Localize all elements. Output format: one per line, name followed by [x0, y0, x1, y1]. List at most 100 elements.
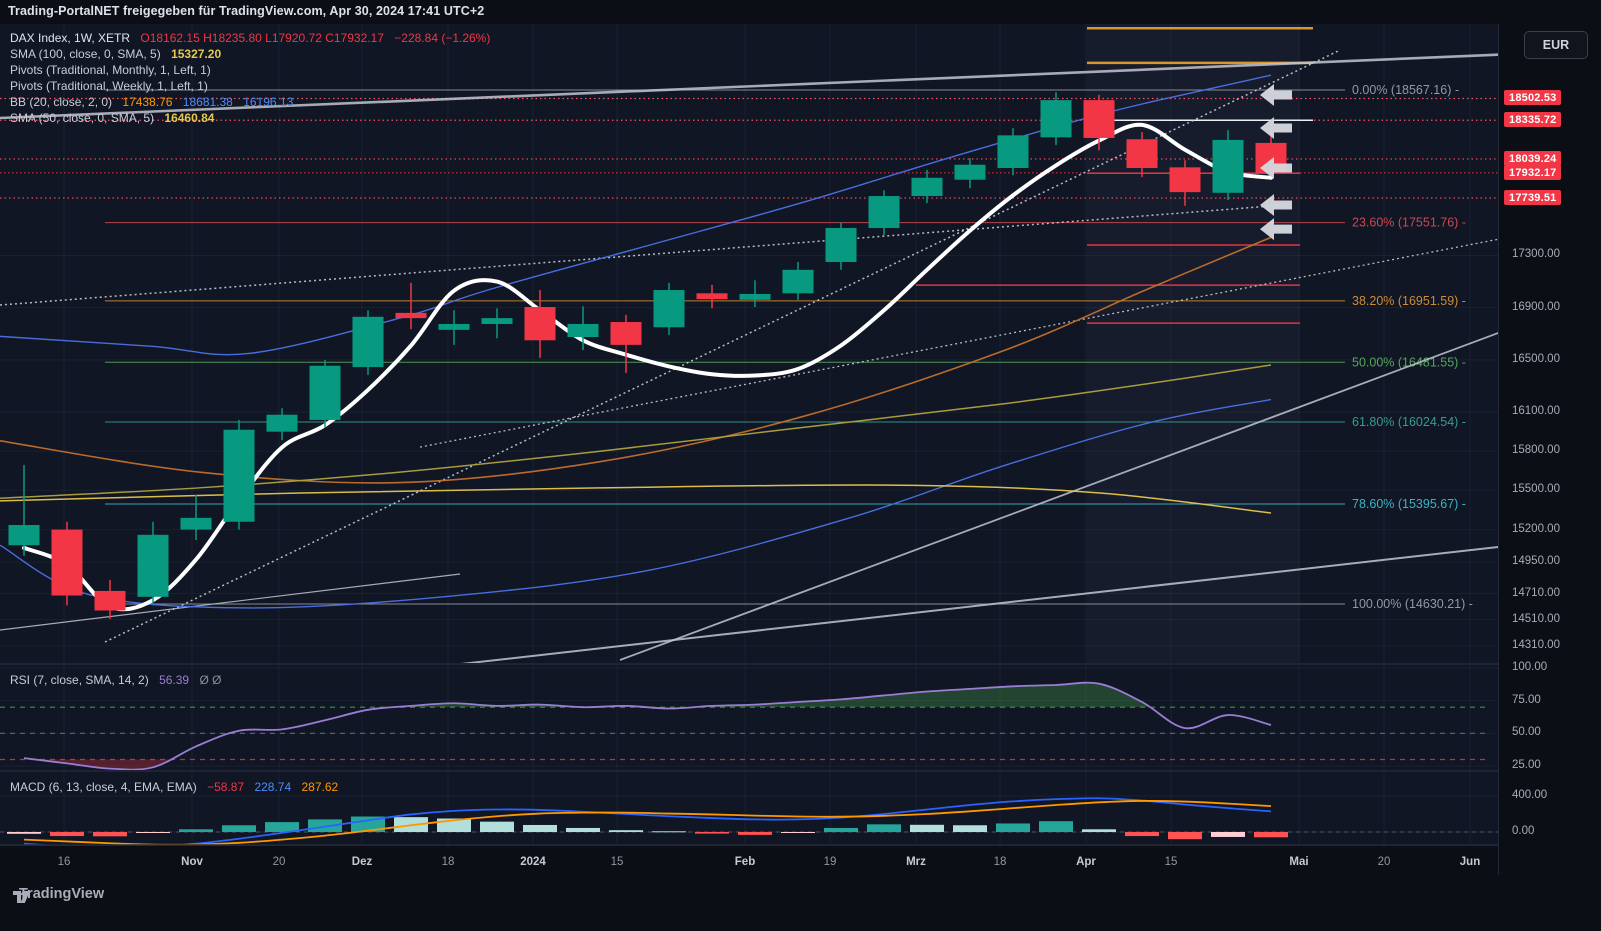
pivots-weekly-label: Pivots (Traditional, Weekly, 1, Left, 1) — [10, 79, 208, 93]
time-tick: Jun — [1459, 856, 1481, 868]
macd-hist-value: −58.87 — [207, 780, 245, 794]
legend-pivots-monthly-row[interactable]: Pivots (Traditional, Monthly, 1, Left, 1… — [10, 62, 490, 78]
candles — [8, 92, 1287, 620]
candle-24 — [1040, 100, 1072, 138]
chart-canvas[interactable]: 0.00% (18567.16) - 23.60% (17551.76) - 38.… — [0, 24, 1498, 875]
left-arrow-icon — [1260, 117, 1292, 140]
time-tick: Feb — [734, 856, 756, 868]
time-tick: 15 — [1164, 856, 1178, 868]
time-axis[interactable] — [0, 845, 1498, 876]
candle-19 — [825, 228, 857, 262]
price-tick: 15200.00 — [1512, 522, 1560, 535]
candle-27 — [1169, 167, 1201, 193]
candle-11 — [481, 318, 513, 324]
candle-2 — [94, 590, 126, 611]
rsi-legend[interactable]: RSI (7, close, SMA, 14, 2) 56.39 Ø Ø — [10, 672, 221, 688]
time-tick: 18 — [441, 856, 455, 868]
page-title: Trading-PortalNET freigegeben für Tradin… — [8, 4, 485, 18]
rsi-pane — [0, 681, 1490, 770]
bb-lower-value: 16196.13 — [243, 95, 294, 109]
macd-line-value: 228.74 — [254, 780, 292, 794]
bb-label: BB (20, close, 2, 0) — [10, 95, 113, 109]
time-tick: 18 — [993, 856, 1007, 868]
currency-button[interactable]: EUR — [1524, 31, 1588, 59]
rsi-oversold-fill — [24, 759, 1271, 770]
candle-22 — [954, 164, 986, 180]
time-tick: Mai — [1289, 856, 1309, 868]
symbol-title: DAX Index, 1W, XETR — [10, 31, 131, 45]
rsi-line — [23, 681, 1272, 770]
rsi-tick: 75.00 — [1512, 693, 1541, 706]
arrow-markers — [1260, 84, 1292, 241]
svg-text:100.00% (14630.21) -: 100.00% (14630.21) - — [1352, 597, 1473, 611]
price-tick: 14710.00 — [1512, 586, 1560, 599]
sma50-value: 16460.84 — [164, 111, 215, 125]
time-tick: 19 — [823, 856, 837, 868]
rsi-extra-icons: Ø Ø — [199, 673, 222, 687]
price-axis-label: 17739.51 — [1504, 190, 1562, 206]
price-axis-label: 18502.53 — [1504, 90, 1562, 106]
candle-20 — [868, 196, 900, 229]
sma50-label: SMA (50, close, 0, SMA, 5) — [10, 111, 155, 125]
macd-pane — [0, 797, 1498, 845]
price-axis-label: 18335.72 — [1504, 112, 1562, 128]
tradingview-watermark-text: TradingView — [19, 886, 105, 902]
candle-18 — [782, 269, 814, 294]
price-tick: 14950.00 — [1512, 555, 1560, 568]
legend-sma100-row[interactable]: SMA (100, close, 0, SMA, 5) 15327.20 — [10, 46, 490, 62]
legend-bb-row[interactable]: BB (20, close, 2, 0) 17438.76 18681.38 1… — [10, 94, 490, 110]
chart-area[interactable]: 0.00% (18567.16) - 23.60% (17551.76) - 38.… — [0, 24, 1498, 846]
macd-legend[interactable]: MACD (6, 13, close, 4, EMA, EMA) −58.87 … — [10, 779, 338, 795]
bb-basis-line — [0, 236, 1272, 484]
sma50-line — [0, 364, 1272, 500]
bb-basis-value: 17438.76 — [122, 95, 173, 109]
candle-4 — [180, 517, 212, 530]
sma100-value: 15327.20 — [171, 47, 222, 61]
tradingview-logo-icon — [13, 891, 30, 903]
rsi-tick: 50.00 — [1512, 726, 1541, 739]
price-tick: 14310.00 — [1512, 638, 1560, 651]
price-tick: 16100.00 — [1512, 405, 1560, 418]
rsi-value: 56.39 — [159, 673, 190, 687]
svg-text:38.20% (16951.59) -: 38.20% (16951.59) - — [1352, 294, 1466, 308]
legend-sma50-row[interactable]: SMA (50, close, 0, SMA, 5) 16460.84 — [10, 110, 490, 126]
candle-16 — [696, 293, 728, 300]
time-tick: Mrz — [906, 856, 926, 868]
tradingview-watermark[interactable]: TradingView — [12, 886, 105, 903]
macd-tick: 0.00 — [1512, 825, 1535, 837]
svg-text:23.60% (17551.76) -: 23.60% (17551.76) - — [1352, 216, 1466, 230]
candle-12 — [524, 307, 556, 341]
price-tick: 16500.00 — [1512, 352, 1560, 365]
left-arrow-icon — [1260, 156, 1292, 179]
candle-8 — [352, 316, 384, 368]
candle-3 — [137, 534, 169, 597]
ohlc-values: O18162.15 H18235.80 L17920.72 C17932.17 — [140, 31, 384, 45]
bb-upper-value: 18681.38 — [182, 95, 233, 109]
time-tick: 15 — [610, 856, 624, 868]
candle-13 — [567, 323, 599, 338]
rsi-tick: 25.00 — [1512, 759, 1541, 771]
legend-symbol-row[interactable]: DAX Index, 1W, XETR O18162.15 H18235.80 … — [10, 30, 490, 46]
candle-25 — [1083, 100, 1115, 138]
macd-signal-line — [23, 800, 1272, 845]
legend-pivots-weekly-row[interactable]: Pivots (Traditional, Weekly, 1, Left, 1) — [10, 78, 490, 94]
price-tick: 16900.00 — [1512, 300, 1560, 313]
rsi-tick: 100.00 — [1512, 661, 1548, 673]
candle-23 — [997, 135, 1029, 168]
svg-text:78.60% (15395.67) -: 78.60% (15395.67) - — [1352, 497, 1466, 511]
candle-10 — [438, 323, 470, 330]
time-tick: 20 — [272, 856, 286, 868]
left-arrow-icon — [1260, 84, 1292, 107]
rsi-overbought-fill — [24, 682, 1271, 708]
time-tick: Nov — [181, 856, 203, 868]
candle-15 — [653, 290, 685, 328]
change-value: −228.84 (−1.26%) — [394, 31, 491, 45]
price-tick: 15800.00 — [1512, 444, 1560, 457]
fibonacci-levels: 0.00% (18567.16) - 23.60% (17551.76) - 38.… — [105, 83, 1473, 611]
candle-6 — [266, 414, 298, 432]
svg-text:61.80% (16024.54) -: 61.80% (16024.54) - — [1352, 415, 1466, 429]
candle-28 — [1212, 139, 1244, 193]
time-tick: Apr — [1076, 856, 1096, 868]
gridlines — [0, 24, 1498, 845]
macd-tick: 400.00 — [1512, 789, 1548, 801]
